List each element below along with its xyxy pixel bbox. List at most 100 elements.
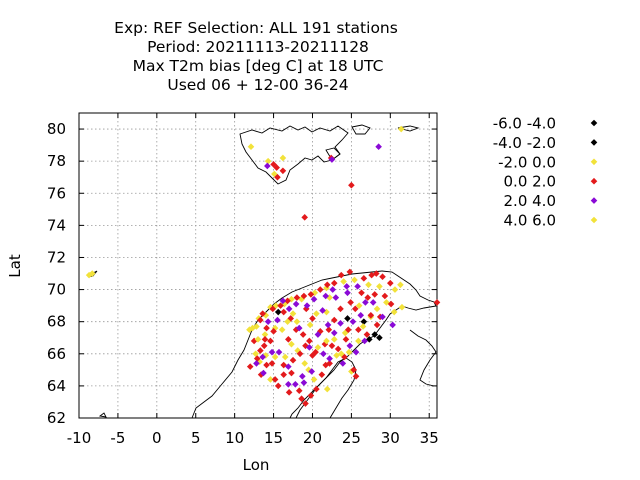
data-point bbox=[252, 350, 259, 358]
data-point bbox=[349, 318, 357, 325]
data-point bbox=[288, 369, 295, 377]
data-point bbox=[309, 315, 316, 322]
data-point bbox=[264, 157, 272, 165]
data-point bbox=[246, 363, 254, 370]
data-point bbox=[365, 336, 373, 343]
data-point bbox=[249, 324, 256, 332]
data-point bbox=[330, 279, 338, 287]
y-tick-label: 62 bbox=[47, 409, 66, 427]
data-point bbox=[341, 353, 348, 361]
data-point bbox=[314, 331, 322, 338]
legend: -6.0 -4.0-4.0 -2.0-2.0 0.0 0.0 2.02.0 4.0… bbox=[493, 115, 598, 230]
data-point bbox=[285, 380, 292, 388]
points bbox=[85, 125, 441, 407]
data-point bbox=[340, 278, 347, 285]
data-point bbox=[351, 305, 359, 313]
data-point bbox=[253, 360, 260, 367]
data-point bbox=[373, 305, 381, 313]
data-point bbox=[306, 344, 313, 351]
data-point bbox=[337, 271, 345, 279]
data-point bbox=[373, 321, 381, 329]
x-tick-label: -10 bbox=[67, 429, 92, 447]
data-point bbox=[354, 283, 361, 290]
chart-title: Exp: REF Selection: ALL 191 stations Per… bbox=[114, 19, 398, 94]
data-point bbox=[274, 382, 282, 390]
data-point bbox=[362, 299, 369, 306]
data-point bbox=[296, 350, 304, 358]
data-point bbox=[326, 294, 333, 301]
data-point bbox=[270, 328, 277, 335]
data-point bbox=[302, 342, 309, 350]
data-point bbox=[337, 305, 344, 313]
data-point bbox=[379, 313, 386, 321]
data-point bbox=[305, 366, 312, 374]
data-point bbox=[381, 292, 389, 300]
data-point bbox=[288, 340, 295, 348]
data-point bbox=[270, 161, 277, 168]
data-point bbox=[257, 316, 264, 324]
y-tick-label: 72 bbox=[47, 248, 66, 266]
data-point bbox=[352, 348, 360, 356]
data-point bbox=[313, 310, 320, 317]
data-point bbox=[334, 345, 342, 353]
data-point bbox=[289, 356, 297, 364]
data-point bbox=[274, 316, 281, 324]
data-point bbox=[376, 283, 383, 290]
data-point bbox=[285, 305, 293, 313]
data-point bbox=[308, 368, 315, 375]
legend-entry-label: 0.0 2.0 bbox=[504, 173, 556, 191]
data-point bbox=[364, 294, 372, 301]
title-line-3: Max T2m bias [deg C] at 18 UTC bbox=[133, 57, 384, 75]
data-point bbox=[310, 376, 318, 383]
data-point bbox=[321, 340, 329, 348]
data-point bbox=[302, 305, 310, 313]
y-tick-label: 66 bbox=[47, 345, 66, 363]
data-point bbox=[344, 315, 351, 322]
legend-entry-label: -6.0 -4.0 bbox=[493, 115, 556, 133]
y-tick-label: 68 bbox=[47, 313, 66, 331]
y-tick-labels: 62 64 66 68 70 72 74 76 78 80 bbox=[47, 120, 66, 427]
data-point bbox=[264, 318, 272, 325]
x-tick-labels: -10 -5 0 5 10 15 20 25 30 35 bbox=[67, 429, 439, 447]
data-point bbox=[285, 389, 293, 396]
legend-entry-marker bbox=[590, 177, 598, 185]
data-point bbox=[328, 156, 336, 163]
data-point bbox=[247, 143, 255, 151]
x-tick-label: -5 bbox=[110, 429, 125, 447]
x-axis-label: Lon bbox=[243, 456, 270, 474]
data-point bbox=[311, 289, 319, 297]
data-point bbox=[268, 360, 276, 367]
data-point bbox=[299, 372, 306, 380]
data-point bbox=[299, 331, 307, 338]
data-point bbox=[307, 392, 315, 399]
data-point bbox=[301, 214, 308, 221]
x-tick-label: 30 bbox=[381, 429, 400, 447]
y-tick-label: 76 bbox=[47, 184, 66, 202]
data-point bbox=[323, 308, 330, 316]
data-point bbox=[351, 276, 358, 284]
data-point bbox=[263, 361, 270, 369]
legend-entry-marker bbox=[590, 158, 598, 166]
data-point bbox=[391, 286, 399, 293]
data-point bbox=[368, 271, 375, 279]
data-point bbox=[279, 154, 287, 162]
data-point bbox=[389, 321, 396, 329]
data-point bbox=[390, 308, 398, 316]
data-point bbox=[292, 300, 300, 308]
data-point bbox=[367, 311, 375, 319]
data-point bbox=[337, 319, 344, 327]
data-point bbox=[253, 323, 260, 330]
data-point bbox=[292, 380, 299, 388]
data-point bbox=[319, 307, 326, 314]
data-point bbox=[355, 326, 362, 334]
data-point bbox=[345, 348, 353, 356]
data-point bbox=[253, 355, 261, 362]
data-point bbox=[280, 308, 287, 316]
data-point bbox=[358, 289, 365, 297]
data-point bbox=[269, 305, 277, 313]
data-point bbox=[365, 281, 372, 289]
coastline-kvitoya bbox=[397, 125, 420, 132]
title-line-4: Used 06 + 12-00 36-24 bbox=[167, 76, 348, 94]
data-point bbox=[357, 311, 365, 319]
